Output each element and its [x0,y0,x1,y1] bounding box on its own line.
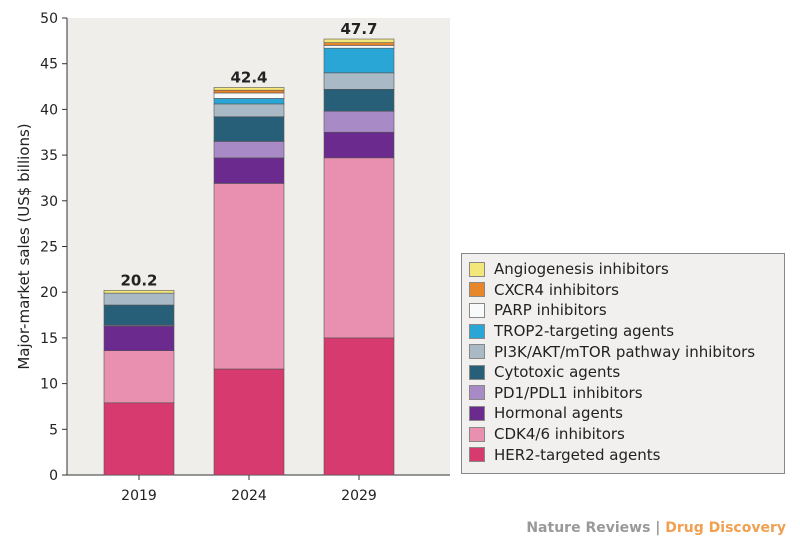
y-tick-label: 40 [40,102,58,118]
bar-segment [323,110,395,133]
bar-segment [213,89,285,94]
bar-segment [103,290,175,294]
legend-label: CDK4/6 inhibitors [494,425,625,444]
legend-swatch [469,302,485,318]
bar-segment [323,42,395,46]
y-tick-label: 35 [40,148,58,164]
bar-segment [213,92,285,99]
bar-segment [103,350,175,404]
legend-item: TROP2-targeting agents [469,321,784,342]
total-label: 42.4 [230,68,267,86]
legend-label: PD1/PDL1 inhibitors [494,383,643,402]
bar-segment [323,72,395,90]
total-label: 47.7 [340,20,377,38]
legend-item: Angiogenesis inhibitors [469,259,784,280]
y-tick-label: 10 [40,377,58,393]
y-tick-label: 50 [40,11,58,27]
bar-segment [213,141,285,159]
legend-swatch [469,447,485,463]
legend-item: HER2-targeted agents [469,444,784,465]
x-tick-label: 2029 [341,488,377,504]
bar-segment [323,38,395,43]
bar-segment [213,368,285,476]
legend-item: PARP inhibitors [469,300,784,321]
bar-segment [323,131,395,159]
y-axis-label: Major-market sales (US$ billions) [15,123,33,369]
bar-segment [103,304,175,326]
bar-segment [323,337,395,476]
bar-segment [323,88,395,112]
y-tick-label: 15 [40,331,58,347]
bar-segment [213,157,285,184]
legend-item: PD1/PDL1 inhibitors [469,383,784,404]
legend-label: PARP inhibitors [494,301,607,320]
x-tick-label: 2019 [121,488,157,504]
legend: Angiogenesis inhibitors CXCR4 inhibitors P… [461,253,785,474]
legend-swatch [469,385,485,401]
y-tick-label: 0 [49,468,58,484]
credit: Nature Reviews | Drug Discovery [526,520,786,536]
legend-swatch [469,364,485,380]
legend-swatch [469,405,485,421]
legend-swatch [469,344,485,360]
legend-label: CXCR4 inhibitors [494,280,619,299]
y-tick-label: 20 [40,285,58,301]
bar-segment [213,116,285,142]
legend-label: Hormonal agents [494,404,623,423]
bar-segment [213,87,285,91]
legend-item: Cytotoxic agents [469,362,784,383]
legend-swatch [469,323,485,339]
legend-swatch [469,261,485,277]
credit-journal: Nature Reviews [526,520,651,536]
legend-label: HER2-targeted agents [494,445,661,464]
legend-label: Angiogenesis inhibitors [494,260,669,279]
legend-label: Cytotoxic agents [494,363,621,382]
legend-item: Hormonal agents [469,403,784,424]
bar-segment [323,45,395,49]
total-label: 20.2 [120,271,157,289]
legend-item: CDK4/6 inhibitors [469,424,784,445]
legend-label: TROP2-targeting agents [494,322,675,341]
credit-separator: | [650,520,666,536]
bar-segment [323,157,395,339]
y-tick-label: 5 [49,422,58,438]
legend-swatch [469,282,485,298]
legend-swatch [469,426,485,442]
bar-segment [103,292,175,306]
bar-segment [213,98,285,105]
legend-label: PI3K/AKT/mTOR pathway inhibitors [494,342,756,361]
bar-segment [213,103,285,118]
legend-item: PI3K/AKT/mTOR pathway inhibitors [469,341,784,362]
x-tick-label: 2024 [231,488,267,504]
bar-segment [103,402,175,476]
bar-segment [213,183,285,370]
y-tick-label: 25 [40,240,58,256]
y-tick-label: 45 [40,57,58,73]
credit-section: Drug Discovery [665,520,786,536]
legend-item: CXCR4 inhibitors [469,280,784,301]
bar-segment [323,47,395,74]
y-tick-label: 30 [40,194,58,210]
bar-segment [103,325,175,351]
